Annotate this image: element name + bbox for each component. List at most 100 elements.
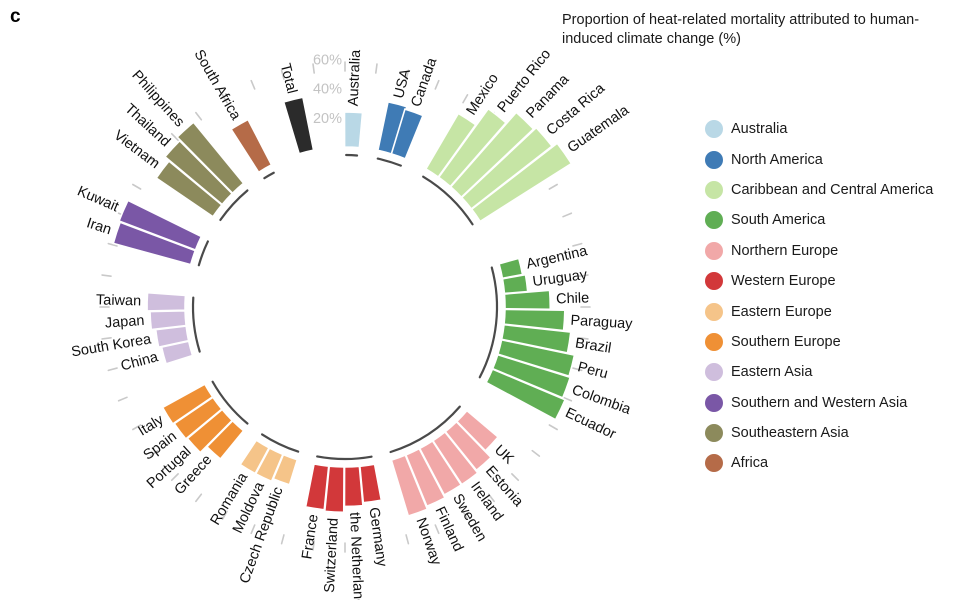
guide-tick [434, 79, 440, 90]
bar-panama [449, 111, 535, 199]
legend-swatch [705, 393, 723, 412]
legend-swatch [705, 150, 723, 169]
bar-kuwait [118, 199, 203, 252]
legend-label: Southern Europe [731, 333, 841, 350]
guide-tick [149, 157, 159, 165]
bar-label-switzerland: Switzerland [322, 518, 342, 594]
legend-label: Southern and Western Asia [731, 394, 908, 411]
legend-label: Africa [731, 455, 769, 472]
bar-label-kuwait: Kuwait [75, 183, 121, 215]
guide-tick [578, 337, 589, 340]
bar-czech-republic [272, 453, 299, 486]
guide-tick [101, 274, 112, 277]
bar-canada [390, 108, 424, 160]
guide-tick [221, 94, 228, 104]
legend-swatch [705, 332, 723, 351]
guide-tick [578, 274, 589, 277]
guide-tick [132, 183, 142, 190]
guide-tick [312, 63, 315, 74]
legend-label: Southeastern Asia [731, 425, 849, 442]
guide-tick [405, 534, 410, 545]
legend-label: Eastern Europe [731, 303, 832, 320]
legend-swatch [705, 302, 723, 321]
guide-tick [107, 242, 118, 247]
bar-the-netherlands [343, 465, 364, 508]
bar-label-australia: Australia [346, 48, 364, 106]
legend-swatch [705, 272, 723, 291]
guide-tick [195, 493, 203, 503]
guide-tick [250, 524, 256, 535]
guide-tick [375, 63, 378, 74]
guide-tick [221, 510, 228, 520]
guide-tick [562, 396, 573, 402]
legend-item-northern-europe: Northern Europe [705, 236, 933, 266]
legend-item-southern-europe: Southern Europe [705, 327, 933, 357]
bar-germany [359, 463, 383, 504]
group-arc-africa [263, 171, 275, 180]
bar-label-canada: Canada [408, 55, 440, 109]
guide-tick [280, 534, 285, 545]
legend-item-africa: Africa [705, 448, 933, 478]
bar-label-total: Total [277, 62, 300, 96]
bar-puerto-rico [437, 107, 508, 188]
bar-philippines [176, 121, 245, 195]
bar-romania [239, 439, 271, 475]
bar-iran [112, 221, 197, 266]
legend-item-southern-and-western-asia: Southern and Western Asia [705, 388, 933, 418]
chart-title: Proportion of heat-related mortality att… [562, 12, 920, 47]
bar-label-chile: Chile [556, 290, 590, 307]
legend-item-western-europe: Western Europe [705, 266, 933, 296]
guide-tick [149, 449, 159, 457]
panel-label: c [10, 6, 21, 27]
bar-label-usa: USA [391, 67, 414, 100]
bar-australia [343, 111, 364, 149]
bar-peru [496, 338, 576, 378]
guide-tick [170, 473, 179, 482]
bar-ecuador [484, 368, 567, 421]
bar-total [282, 96, 315, 155]
bar-greece [205, 419, 245, 461]
legend-swatch [705, 180, 723, 199]
legend-item-eastern-europe: Eastern Europe [705, 296, 933, 326]
guide-tick [462, 510, 469, 520]
bar-south-africa [230, 118, 273, 174]
bar-label-peru: Peru [576, 359, 610, 382]
guide-tick [405, 69, 410, 80]
guide-tick [562, 212, 573, 218]
group-arc-western-europe [316, 455, 373, 461]
guide-tick [280, 69, 285, 80]
bar-label-uruguay: Uruguay [532, 267, 589, 290]
bar-switzerland [323, 465, 345, 514]
legend-label: Western Europe [731, 273, 836, 290]
legend-label: Australia [731, 121, 788, 138]
bar-label-japan: Japan [104, 313, 145, 332]
legend-label: Caribbean and Central America [731, 181, 934, 198]
guide-tick [548, 183, 558, 190]
bar-spain [173, 396, 223, 441]
bar-label-paraguay: Paraguay [570, 313, 634, 333]
bar-norway [390, 454, 429, 518]
legend-item-south-america: South America [705, 205, 933, 235]
bar-taiwan [146, 291, 187, 312]
legend-item-north-america: North America [705, 144, 933, 174]
guide-tick [434, 524, 440, 535]
legend-item-australia: Australia [705, 114, 933, 144]
guide-tick [195, 111, 203, 121]
bar-label-mexico: Mexico [464, 71, 502, 118]
radial-axis: 20% 40% 60% [313, 52, 342, 126]
guide-tick [462, 94, 469, 104]
legend-swatch [705, 454, 723, 473]
guide-tick [170, 132, 179, 141]
bar-label-the-netherlands: the Netherlands [346, 512, 366, 600]
group-arc-southern-and-western-asia [197, 240, 209, 267]
guide-tick [117, 396, 128, 402]
bar-france [304, 463, 330, 511]
legend-label: Eastern Asia [731, 364, 813, 381]
guide-tick [375, 540, 378, 551]
guide-tick [487, 493, 495, 503]
legend-item-eastern-asia: Eastern Asia [705, 357, 933, 387]
guide-tick [572, 242, 583, 247]
legend-item-caribbean-and-central-america: Caribbean and Central America [705, 175, 933, 205]
radial-tick-label: 20% [313, 111, 342, 127]
